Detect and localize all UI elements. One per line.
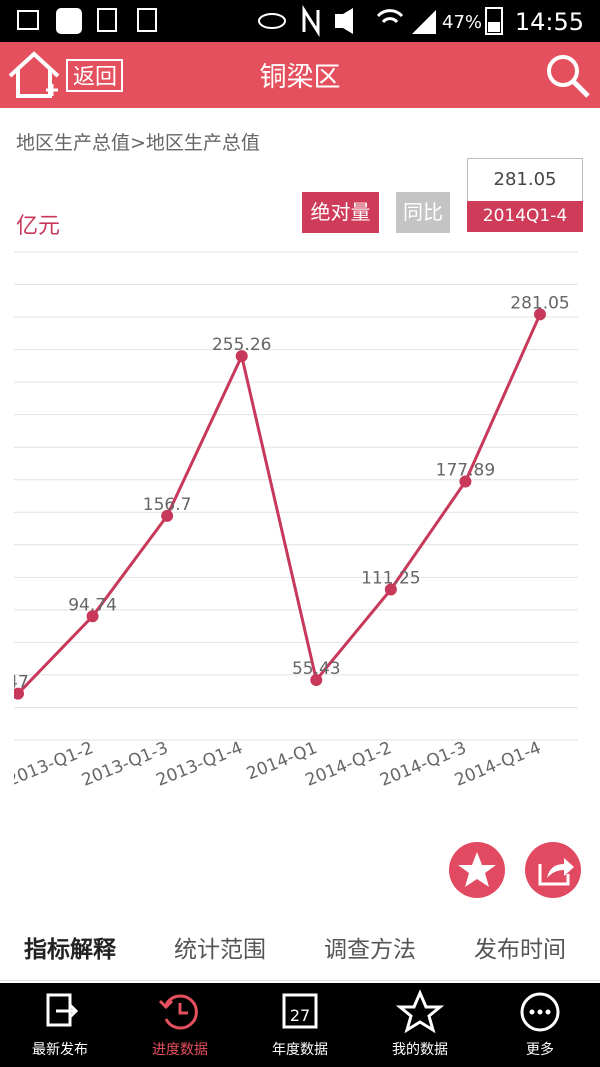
absolute-toggle[interactable]: 绝对量 bbox=[302, 192, 379, 233]
share-arrow bbox=[547, 858, 574, 878]
action-buttons bbox=[449, 842, 581, 898]
icon-dot bbox=[545, 1009, 551, 1015]
back-button-frame[interactable] bbox=[66, 59, 123, 92]
data-point bbox=[459, 475, 472, 488]
search-button[interactable] bbox=[547, 55, 590, 98]
value-label: 177.89 bbox=[436, 461, 495, 481]
page-title: 铜梁区 bbox=[260, 62, 341, 93]
nav-item[interactable]: 我的数据 bbox=[360, 983, 480, 1067]
nav-item[interactable]: 最新发布 bbox=[0, 983, 120, 1067]
home-icon bbox=[8, 51, 60, 98]
breadcrumb: 地区生产总值>地区生产总值 bbox=[16, 132, 260, 154]
nav-label: 进度数据 bbox=[152, 1042, 208, 1058]
nav-label: 我的数据 bbox=[392, 1042, 448, 1058]
icon bbox=[97, 8, 117, 32]
data-point bbox=[310, 673, 323, 686]
favorite-button[interactable] bbox=[449, 842, 505, 898]
clock: 14:55 bbox=[515, 8, 584, 36]
value-label: 55.43 bbox=[292, 659, 341, 679]
icon bbox=[258, 13, 286, 29]
value-label: 111.25 bbox=[361, 569, 420, 589]
icon-dot bbox=[537, 1009, 543, 1015]
x-tick-label: 2013-Q1-4 bbox=[154, 738, 246, 791]
icon bbox=[17, 10, 39, 30]
search-handle bbox=[571, 79, 590, 98]
back-button[interactable]: 返回 bbox=[73, 65, 117, 90]
icon-shape bbox=[282, 993, 318, 1029]
home-button[interactable] bbox=[8, 51, 60, 98]
nav-icon: 27 bbox=[282, 993, 318, 1029]
battery-icon bbox=[485, 7, 503, 35]
value-label: 281.05 bbox=[510, 293, 569, 313]
tab[interactable]: 发布时间 bbox=[474, 937, 566, 963]
nav-item[interactable]: 27 年度数据 bbox=[240, 983, 360, 1067]
nav-icon bbox=[520, 992, 560, 1032]
status-bar: 47% 14:55 bbox=[0, 0, 600, 42]
icon bbox=[412, 10, 436, 34]
nav-icon bbox=[158, 994, 198, 1030]
search-icon bbox=[547, 55, 579, 87]
chart: 47 94.74 156.7 255.26 55.43 111.25 177.89 281.0… bbox=[7, 251, 578, 791]
icon bbox=[137, 8, 157, 32]
selected-value: 281.05 bbox=[467, 158, 583, 201]
value-label: 47 bbox=[7, 673, 29, 693]
value-label: 156.7 bbox=[143, 495, 192, 515]
star-icon bbox=[458, 852, 496, 887]
share-button[interactable] bbox=[525, 842, 581, 898]
selected-period: 2014Q1-4 bbox=[467, 201, 583, 232]
data-line bbox=[16, 313, 542, 695]
status-icons: 47% 14:55 bbox=[17, 4, 584, 38]
data-point bbox=[86, 610, 99, 623]
nav-item[interactable]: 更多 bbox=[480, 983, 600, 1067]
tab[interactable]: 指标解释 bbox=[24, 937, 116, 963]
data-point bbox=[161, 509, 174, 522]
nav-label: 更多 bbox=[526, 1042, 554, 1058]
bottom-nav: 最新发布 进度数据 27 年度数据 我的数据 更多 bbox=[0, 983, 600, 1067]
nav-label: 最新发布 bbox=[32, 1042, 88, 1058]
nav-icon bbox=[395, 989, 445, 1034]
header: 返回 铜梁区 bbox=[0, 42, 600, 108]
icon bbox=[376, 9, 404, 24]
data-point bbox=[384, 583, 397, 596]
nav-item[interactable]: 进度数据 bbox=[120, 983, 240, 1067]
icon-shape bbox=[395, 989, 445, 1034]
nav-label: 年度数据 bbox=[272, 1042, 328, 1058]
calendar-day: 27 bbox=[290, 1006, 310, 1025]
data-point bbox=[14, 687, 24, 700]
battery-level bbox=[488, 22, 500, 32]
divider bbox=[0, 980, 600, 981]
unit-label: 亿元 bbox=[16, 214, 61, 239]
tab[interactable]: 统计范围 bbox=[174, 937, 266, 963]
nav-icon bbox=[46, 993, 79, 1027]
icon bbox=[335, 8, 353, 34]
data-point bbox=[235, 350, 248, 363]
home-plus bbox=[46, 84, 58, 96]
yoy-toggle[interactable]: 同比 bbox=[396, 192, 450, 233]
tab[interactable]: 调查方法 bbox=[324, 937, 416, 963]
icon bbox=[56, 8, 82, 34]
battery-percent: 47% bbox=[442, 12, 482, 33]
value-label: 94.74 bbox=[68, 595, 117, 615]
icon-shape bbox=[520, 992, 560, 1032]
x-tick-label: 2014-Q1-4 bbox=[452, 738, 544, 791]
data-point bbox=[534, 308, 546, 321]
header-icons: 返回 铜梁区 bbox=[8, 51, 590, 98]
share-box bbox=[538, 864, 570, 886]
value-label: 255.26 bbox=[212, 335, 271, 355]
plot-area: 47 94.74 156.7 255.26 55.43 111.25 177.89 281.0… bbox=[7, 251, 578, 791]
icon-shape bbox=[158, 994, 198, 1030]
icon bbox=[302, 4, 320, 38]
icon-shape bbox=[46, 993, 79, 1027]
icon-dot bbox=[529, 1009, 535, 1015]
